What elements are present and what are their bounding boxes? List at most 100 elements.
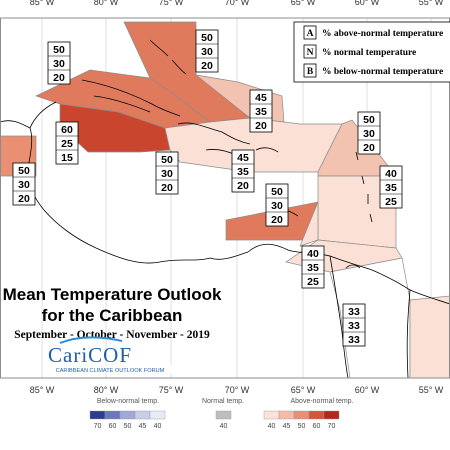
lon-tick: 70° W <box>225 0 250 7</box>
below-normal-value: 33 <box>348 334 360 346</box>
below-normal-value: 20 <box>161 182 173 194</box>
normal-swatch <box>215 410 232 420</box>
lon-tick: 65° W <box>291 385 316 395</box>
above-normal-value: 40 <box>307 248 319 260</box>
above-normal-value: 45 <box>255 92 267 104</box>
lon-tick: 70° W <box>225 385 250 395</box>
below-normal-value: 20 <box>53 72 65 84</box>
normal-value: 30 <box>18 179 30 191</box>
below-normal-tick-label: 60 <box>109 423 117 430</box>
normal-value: 35 <box>255 106 267 118</box>
forecast-box-hispaniola: 45 35 20 <box>231 149 255 193</box>
above-normal-value: 50 <box>161 154 173 166</box>
legend-text: % below-normal temperature <box>322 67 443 77</box>
above-normal-value: 45 <box>237 152 249 164</box>
lon-tick: 55° W <box>419 0 444 7</box>
lon-tick: 75° W <box>159 385 184 395</box>
below-normal-swatch <box>104 410 121 420</box>
lon-tick: 65° W <box>291 0 316 7</box>
below-normal-tick-label: 40 <box>154 423 162 430</box>
forecast-box-belize: 50 30 20 <box>12 162 36 206</box>
lon-tick: 55° W <box>419 385 444 395</box>
below-normal-value: 20 <box>18 193 30 205</box>
below-normal-value: 20 <box>363 142 375 154</box>
normal-value: 25 <box>61 138 73 150</box>
lon-tick: 75° W <box>159 0 184 7</box>
lon-tick: 60° W <box>355 385 380 395</box>
legend-letter: A <box>307 29 314 39</box>
legend-text: % normal temperature <box>322 48 416 58</box>
legend-letter-box <box>303 63 317 78</box>
above-normal-value: 50 <box>201 32 213 44</box>
below-normal-value: 15 <box>61 152 73 164</box>
forecast-box-trinidad: 40 35 25 <box>301 245 325 289</box>
below-normal-value: 20 <box>271 214 283 226</box>
longitude-ticks-bottom: 85° W 80° W 75° W 70° W 65° W 60° W 55° … <box>30 385 444 395</box>
lon-tick: 85° W <box>30 0 55 7</box>
normal-value: 30 <box>161 168 173 180</box>
above-normal-tick-label: 45 <box>283 423 291 430</box>
below-normal-value: 20 <box>237 180 249 192</box>
title-period: September - October - November - 2019 <box>14 329 210 341</box>
forecast-box-jamaica: 50 30 20 <box>155 151 179 195</box>
above-normal-swatch <box>293 410 310 420</box>
legend-box: A % above-normal temperature N % normal … <box>293 21 450 83</box>
title-line-2: for the Caribbean <box>42 306 183 325</box>
caricof-logo: CariCOF CARIBBEAN CLIMATE OUTLOOK FORUM <box>46 336 174 374</box>
above-normal-swatch <box>278 410 295 420</box>
legend-letter-box <box>303 25 317 40</box>
normal-value: 35 <box>237 166 249 178</box>
above-normal-value: 50 <box>271 186 283 198</box>
forecast-box-abc-islands: 50 30 20 <box>265 183 289 227</box>
below-normal-value: 20 <box>201 60 213 72</box>
above-normal-swatch <box>323 410 340 420</box>
forecast-box-leeward-north: 50 30 20 <box>357 111 381 155</box>
above-normal-swatch <box>308 410 325 420</box>
legend-letter: N <box>307 48 314 58</box>
lon-tick: 80° W <box>94 385 119 395</box>
above-normal-value: 50 <box>53 44 65 56</box>
above-normal-value: 33 <box>348 306 360 318</box>
longitude-ticks-top: 85° W 80° W 75° W 70° W 65° W 60° W 55° … <box>30 0 444 7</box>
below-normal-swatch <box>134 410 151 420</box>
below-normal-swatch <box>149 410 166 420</box>
normal-tick-label: 40 <box>220 423 228 430</box>
zone-abc-islands <box>299 201 319 247</box>
logo-wordmark: CariCOF <box>48 343 132 367</box>
below-normal-swatch <box>119 410 136 420</box>
logo-tagline: CARIBBEAN CLIMATE OUTLOOK FORUM <box>56 368 165 374</box>
forecast-zones <box>0 21 450 379</box>
lon-tick: 60° W <box>355 0 380 7</box>
below-normal-value: 25 <box>385 196 397 208</box>
normal-value: 35 <box>307 262 319 274</box>
forecast-box-cayman: 60 25 15 <box>55 121 79 165</box>
above-normal-swatch <box>263 410 280 420</box>
forecast-box-guianas: 33 33 33 <box>342 303 366 347</box>
above-normal-tick-label: 50 <box>298 423 306 430</box>
above-normal-scale-title: Above-normal temp. <box>290 398 353 405</box>
above-normal-value: 50 <box>18 165 30 177</box>
legend-letter: B <box>307 67 314 77</box>
title-line-1: Mean Temperature Outlook <box>3 285 222 304</box>
logo-tagline-band <box>46 365 174 373</box>
normal-value: 30 <box>201 46 213 58</box>
probability-colorbar: Below-normal temp. Normal temp. Above-no… <box>89 398 354 430</box>
normal-value: 30 <box>271 200 283 212</box>
below-normal-value: 20 <box>255 120 267 132</box>
outlook-title: Mean Temperature Outlook for the Caribbe… <box>3 285 222 341</box>
forecast-box-cuba: 50 30 20 <box>47 41 71 85</box>
coastlines <box>0 39 450 379</box>
below-normal-scale-title: Below-normal temp. <box>97 398 159 405</box>
logo-swoosh <box>59 336 123 344</box>
normal-value: 33 <box>348 320 360 332</box>
above-normal-tick-label: 70 <box>328 423 336 430</box>
legend-text: % above-normal temperature <box>322 29 443 39</box>
normal-value: 35 <box>385 182 397 194</box>
lon-tick: 85° W <box>30 385 55 395</box>
lon-tick: 80° W <box>94 0 119 7</box>
below-normal-tick-label: 70 <box>94 423 102 430</box>
above-normal-value: 60 <box>61 124 73 136</box>
above-normal-tick-label: 60 <box>313 423 321 430</box>
above-normal-tick-label: 40 <box>268 423 276 430</box>
